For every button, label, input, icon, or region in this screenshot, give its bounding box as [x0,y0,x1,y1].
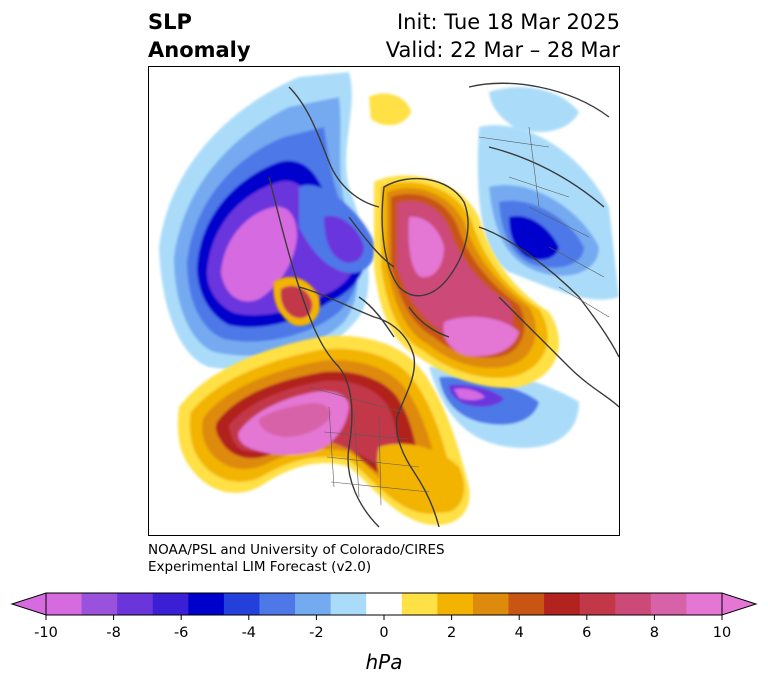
pos-contour-arctic [369,93,411,126]
canada-arctic-islands [348,216,450,338]
siberia-coast [288,86,380,208]
credit-line2: Experimental LIM Forecast (v2.0) [148,559,372,575]
colorbar-swatch [366,593,403,615]
colorbar-swatches [46,593,723,615]
neg-contour-siberia [489,87,579,132]
colorbar-tick-label: 10 [713,625,731,641]
colorbar-tick-label: 0 [379,625,388,641]
colorbar-swatch [508,593,545,615]
colorbar-tick-label: 2 [447,625,456,641]
colorbar-swatch [615,593,652,615]
negative-anomaly-field [159,72,619,448]
neg-center-atl-core [454,388,485,401]
pos-contour-se-us [377,443,465,513]
title-anomaly: Anomaly [148,38,251,62]
colorbar-swatch [437,593,474,615]
init-date: Init: Tue 18 Mar 2025 [396,10,620,34]
colorbar-swatch [81,593,118,615]
map-title-left: SLP Anomaly [148,8,251,64]
us-states-grid [323,406,430,506]
anomaly-map [148,66,620,536]
colorbar-swatch [401,593,438,615]
colorbar-tick-label: -8 [106,625,120,641]
colorbar-unit: hPa [366,650,403,674]
credit-line1: NOAA/PSL and University of Colorado/CIRE… [148,542,445,558]
colorbar-swatch [295,593,332,615]
credit-text: NOAA/PSL and University of Colorado/CIRE… [148,542,445,576]
colorbar-tick-label: 4 [515,625,524,641]
eurasia-borders [478,126,610,318]
map-canvas [159,72,619,528]
colorbar-swatch [579,593,616,615]
colorbar-swatch [117,593,154,615]
colorbar-swatch [152,593,189,615]
colorbar-swatch [259,593,296,615]
pos-contour-ak-2 [280,285,313,319]
map-title-right: Init: Tue 18 Mar 2025 Valid: 22 Mar – 28… [386,8,620,64]
colorbar: -10 -8 -6 -4 -2 0 2 4 6 8 10 hPa [10,592,758,674]
pos-center-ridge-a [408,216,444,278]
pos-center-ridge-b [443,316,519,357]
valid-range: Valid: 22 Mar – 28 Mar [385,38,620,62]
colorbar-extend-low [10,592,47,616]
colorbar-tick-label: 6 [582,625,591,641]
north-america-coast [268,176,440,528]
coastlines [268,82,619,528]
colorbar-swatch [188,593,225,615]
colorbar-tick-label: -10 [34,625,58,641]
colorbar-tick-label: -2 [309,625,323,641]
colorbar-swatch [46,593,83,615]
eurasia-coast [468,82,619,408]
colorbar-swatch [330,593,367,615]
us-canada-border [308,386,405,413]
neg-center-1 [221,206,297,302]
colorbar-ticks: -10 -8 -6 -4 -2 0 2 4 6 8 10 [34,615,731,641]
pos-center-na-core [259,403,331,437]
colorbar-swatch [223,593,260,615]
colorbar-swatch [650,593,687,615]
colorbar-tick-label: 8 [650,625,659,641]
title-slp: SLP [148,10,192,34]
colorbar-extend-high [721,592,758,616]
colorbar-swatch [544,593,581,615]
political-borders [308,126,610,506]
colorbar-swatch [686,593,723,615]
colorbar-tick-label: -6 [174,625,188,641]
colorbar-tick-label: -4 [242,625,256,641]
greenland-coast [381,177,469,297]
neg-center-greenland [324,216,364,263]
colorbar-swatch [472,593,510,615]
